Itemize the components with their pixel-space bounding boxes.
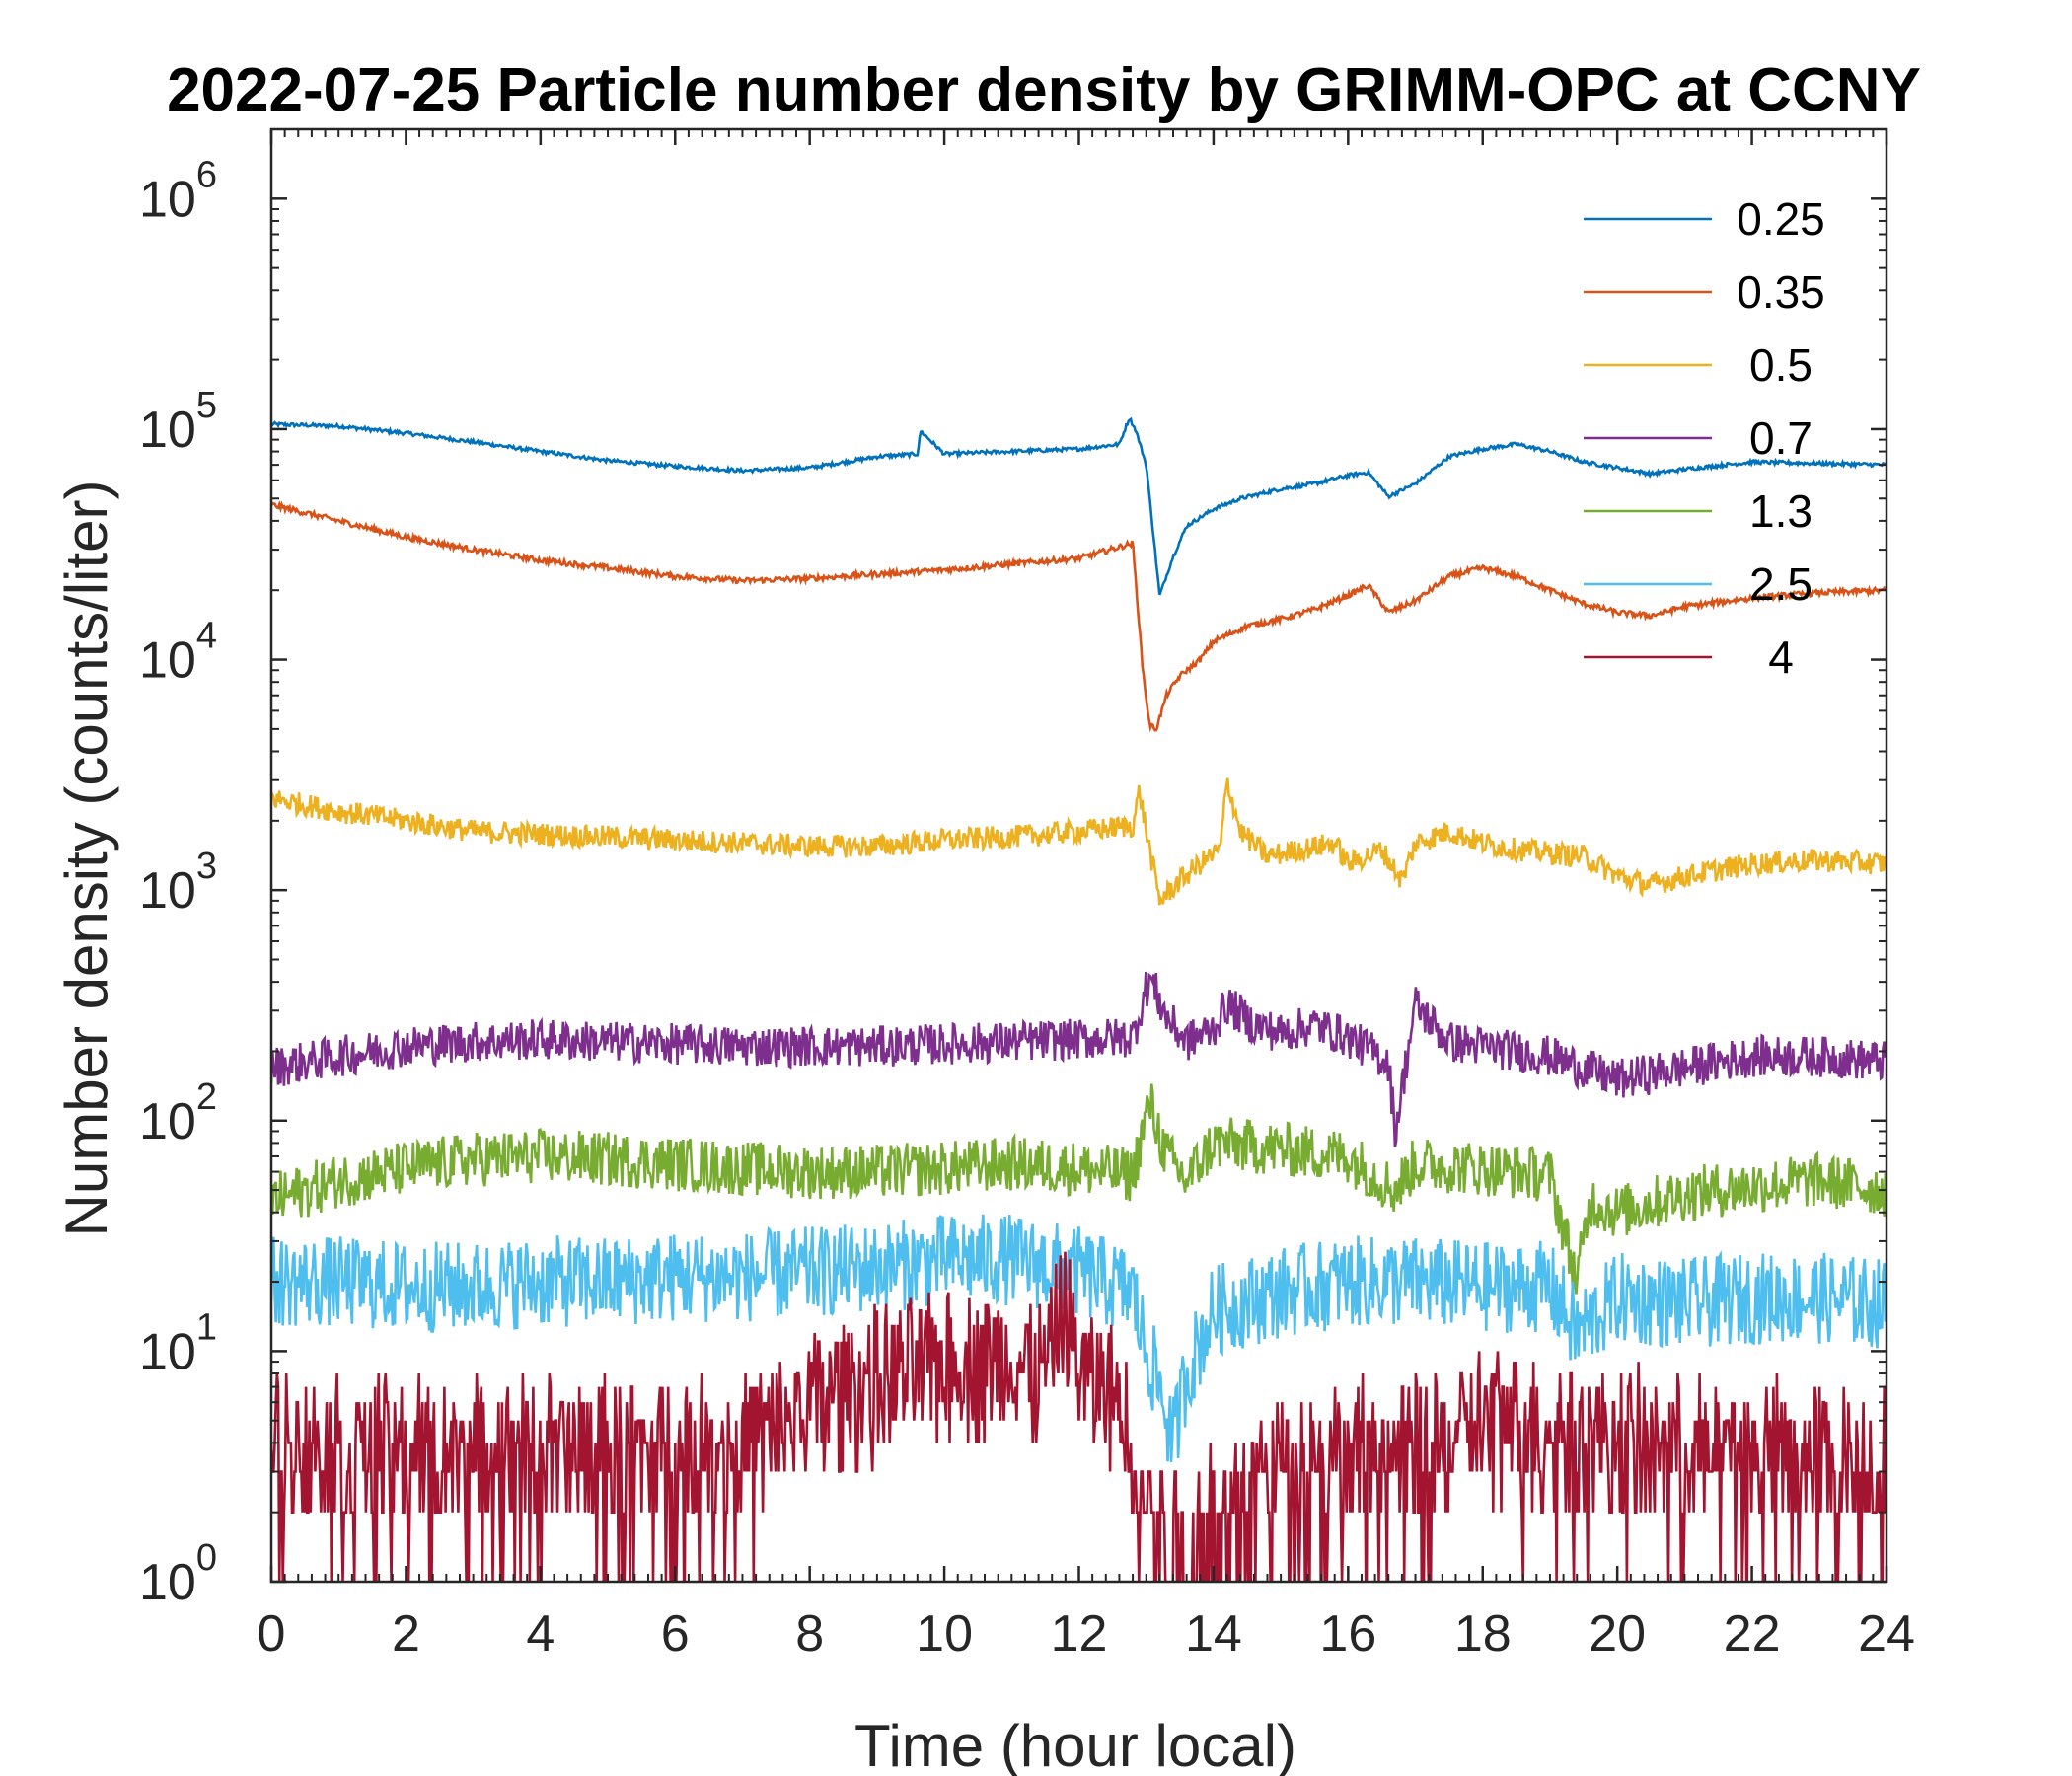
- legend-label-1-3: 1.3: [1749, 485, 1813, 537]
- x-tick-label: 8: [795, 1605, 824, 1663]
- legend: 0.25 0.35 0.5 0.7 1.3 2.5 4: [1584, 193, 1825, 683]
- series-line-0-7: [271, 972, 1887, 1147]
- y-axis-label: Number density (counts/liter): [53, 481, 119, 1237]
- x-tick-label: 6: [661, 1605, 690, 1663]
- x-tick-label: 2: [392, 1605, 420, 1663]
- legend-label-0-7: 0.7: [1749, 412, 1813, 464]
- x-tick-label: 0: [258, 1605, 286, 1663]
- series-line-0-25: [271, 416, 1887, 596]
- series-line-4: [271, 1251, 1887, 1582]
- x-tick-label: 24: [1858, 1605, 1915, 1663]
- x-axis-label: Time (hour local): [854, 1713, 1296, 1776]
- series-line-0-5: [271, 777, 1887, 906]
- x-tick-label: 18: [1454, 1605, 1512, 1663]
- x-tick-label: 20: [1589, 1605, 1646, 1663]
- series-line-0-35: [271, 499, 1887, 733]
- x-tick-label: 16: [1319, 1605, 1376, 1663]
- x-tick-label: 14: [1185, 1605, 1242, 1663]
- legend-label-4: 4: [1768, 631, 1794, 683]
- legend-label-2-5: 2.5: [1749, 558, 1813, 610]
- x-tick-label: 22: [1724, 1605, 1781, 1663]
- x-tick-label: 4: [526, 1605, 555, 1663]
- series-layer: [271, 416, 1887, 1582]
- chart-title: 2022-07-25 Particle number density by GR…: [167, 56, 1921, 124]
- legend-label-0-25: 0.25: [1737, 193, 1825, 245]
- series-line-2-5: [271, 1214, 1887, 1462]
- legend-label-0-5: 0.5: [1749, 339, 1813, 391]
- x-tick-label: 10: [916, 1605, 973, 1663]
- legend-label-0-35: 0.35: [1737, 266, 1825, 318]
- x-tick-label: 12: [1051, 1605, 1108, 1663]
- series-line-1-3: [271, 1083, 1887, 1295]
